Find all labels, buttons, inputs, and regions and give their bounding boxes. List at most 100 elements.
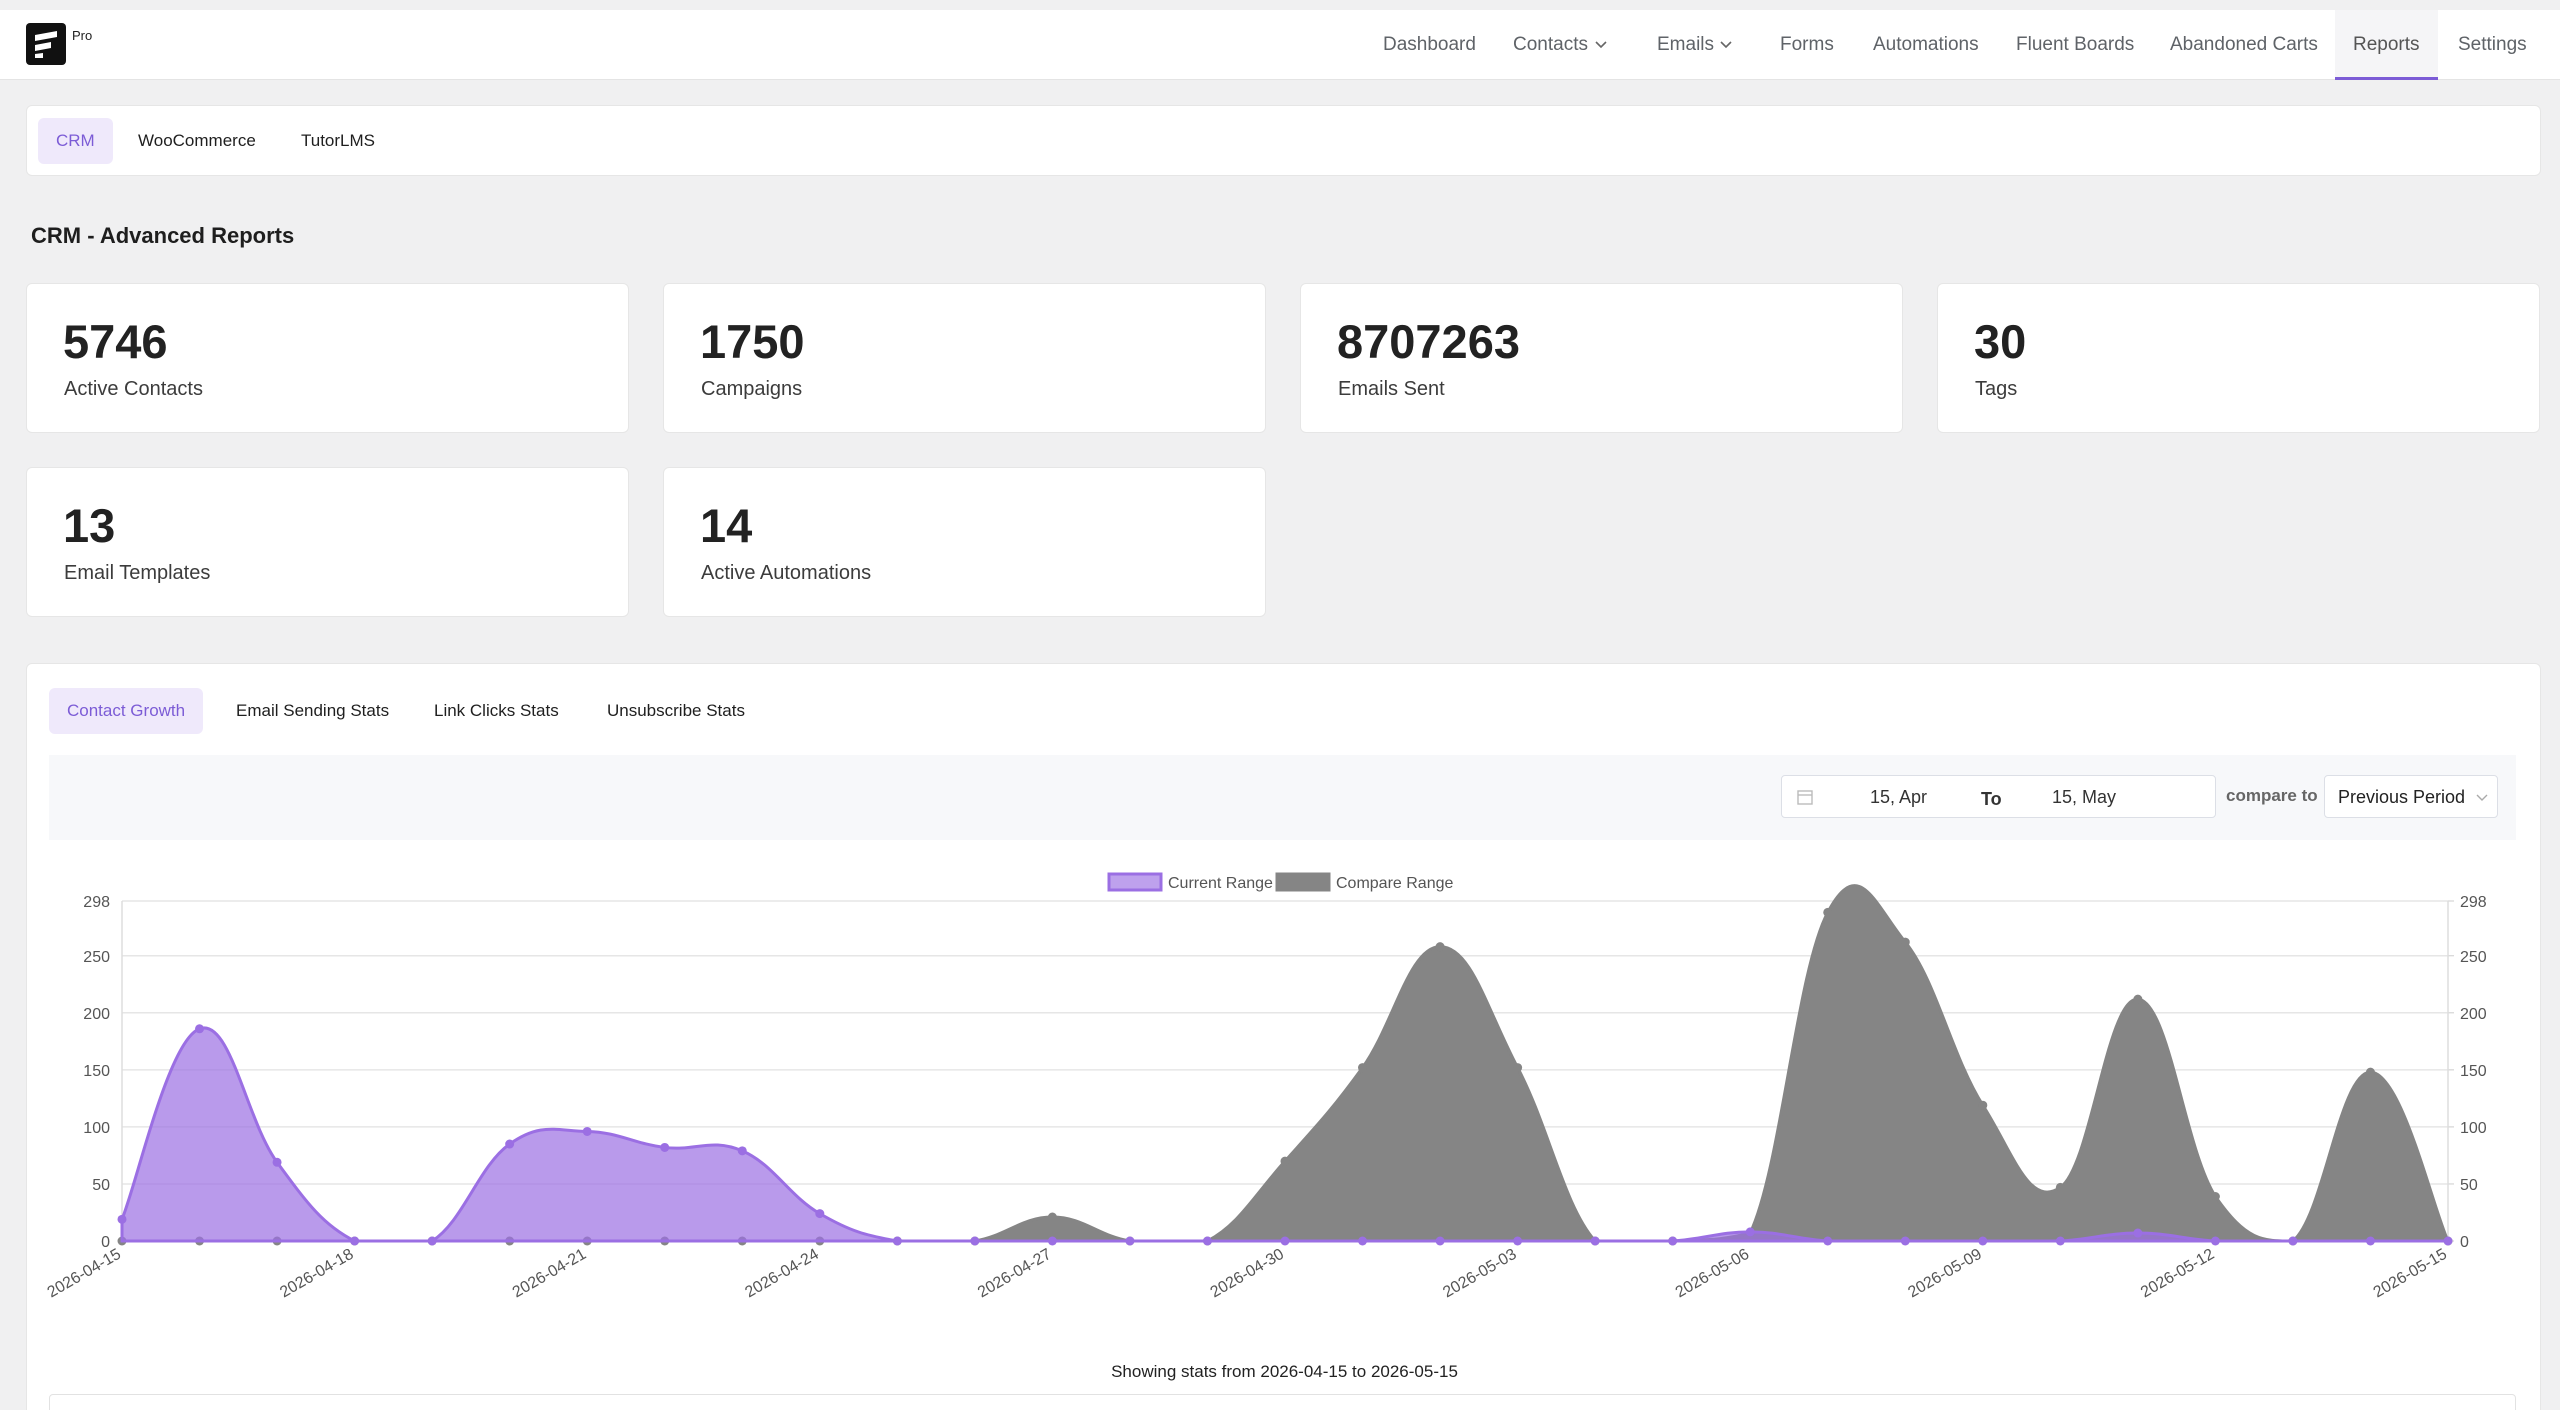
chevron xyxy=(1595,41,1607,49)
point xyxy=(1435,942,1445,952)
stat-value: 5746 xyxy=(63,315,168,368)
point xyxy=(1513,1236,1523,1246)
y2-tick-label: 250 xyxy=(2460,949,2487,966)
point xyxy=(1435,1236,1445,1246)
stat-label: Campaigns xyxy=(701,378,803,400)
point xyxy=(1280,1156,1290,1166)
table-box xyxy=(49,1394,2516,1410)
stat-label: Email Templates xyxy=(64,562,211,584)
x-tick-label: 2026-04-21 xyxy=(510,1246,589,1302)
y2-tick-label: 100 xyxy=(2460,1120,2487,1137)
tab[interactable]: CRM xyxy=(38,118,113,164)
point xyxy=(1358,1236,1368,1246)
nav-item[interactable]: Forms xyxy=(1780,34,1834,55)
nav-item[interactable]: Automations xyxy=(1873,34,1979,55)
nav-item[interactable]: Emails xyxy=(1657,34,1715,55)
x-tick-label: 2026-05-15 xyxy=(2371,1246,2450,1302)
point xyxy=(350,1236,360,1246)
chart-tab[interactable]: Email Sending Stats xyxy=(236,701,390,720)
point xyxy=(1280,1236,1290,1246)
stat-card: 8707263 Emails Sent xyxy=(1300,283,1903,433)
y2-tick-label: 200 xyxy=(2460,1006,2487,1023)
point xyxy=(2443,1236,2453,1246)
series xyxy=(117,884,2453,1246)
area xyxy=(121,884,2451,1243)
point xyxy=(2365,1236,2375,1246)
tab[interactable]: TutorLMS xyxy=(301,131,376,150)
y-tick-label: 50 xyxy=(92,1177,110,1194)
point xyxy=(505,1139,515,1149)
point xyxy=(737,1146,747,1156)
chart-tab[interactable]: Link Clicks Stats xyxy=(434,701,559,720)
legend-swatch xyxy=(1107,872,1163,892)
stat-label: Active Automations xyxy=(701,562,872,584)
filter-bar: 15, Apr To 15, May compare to Previous P… xyxy=(49,755,2516,840)
stat-card: 30 Tags xyxy=(1937,283,2540,433)
point xyxy=(660,1142,670,1152)
y-tick-label: 0 xyxy=(101,1234,110,1251)
chart-tab[interactable]: Contact Growth xyxy=(49,688,204,734)
point xyxy=(1668,1236,1678,1246)
heading: CRM - Advanced Reports xyxy=(31,223,295,248)
chevron xyxy=(1720,41,1732,49)
footer-text: Showing stats from 2026-04-15 to 2026-05… xyxy=(1111,1362,1458,1381)
top-nav: Pro Dashboard Contacts Emails Forms Auto… xyxy=(0,10,2560,80)
x-tick-label: 2026-04-18 xyxy=(277,1246,356,1302)
legend-label[interactable]: Compare Range xyxy=(1336,875,1454,892)
x-tick-label: 2026-05-12 xyxy=(2138,1246,2217,1302)
legend-label[interactable]: Current Range xyxy=(1168,875,1273,892)
x-tick-label: 2026-04-15 xyxy=(45,1246,124,1302)
y2-tick-label: 0 xyxy=(2460,1234,2469,1251)
y-tick-label: 150 xyxy=(83,1063,110,1080)
point xyxy=(1823,907,1833,917)
calendar-icon xyxy=(1797,790,1813,805)
chart-card: Contact Growth Email Sending Stats Link … xyxy=(26,663,2541,1410)
compare-label: compare to xyxy=(2226,786,2318,805)
stat-label: Tags xyxy=(1975,378,2018,400)
stat-card: 13 Email Templates xyxy=(26,467,629,617)
point xyxy=(970,1236,980,1246)
date-range[interactable]: 15, Apr To 15, May xyxy=(1781,775,2216,818)
point xyxy=(195,1024,205,1034)
nav-item[interactable]: Fluent Boards xyxy=(2016,34,2135,55)
logo[interactable] xyxy=(26,23,66,65)
nav-item[interactable]: Settings xyxy=(2458,34,2527,55)
x-tick-label: 2026-04-24 xyxy=(742,1246,821,1302)
nav-item[interactable]: Contacts xyxy=(1513,34,1588,55)
point xyxy=(1978,1100,1988,1110)
y2-tick-label: 50 xyxy=(2460,1177,2478,1194)
y-tick-label: 250 xyxy=(83,949,110,966)
point xyxy=(1513,1063,1523,1073)
nav-item[interactable]: Dashboard xyxy=(1383,34,1476,55)
stat-card: 5746 Active Contacts xyxy=(26,283,629,433)
point xyxy=(427,1236,437,1246)
nav-item[interactable]: Reports xyxy=(2335,10,2438,80)
stat-label: Emails Sent xyxy=(1338,378,1445,400)
y2-tick-label: 150 xyxy=(2460,1063,2487,1080)
point xyxy=(892,1236,902,1246)
point xyxy=(2365,1067,2375,1077)
x-tick-label: 2026-04-27 xyxy=(975,1246,1054,1302)
end-date[interactable]: 15, May xyxy=(2052,787,2117,807)
point xyxy=(815,1209,825,1219)
chevron xyxy=(2476,794,2488,801)
nav-item[interactable]: Abandoned Carts xyxy=(2170,34,2318,55)
point xyxy=(1745,1227,1755,1237)
point xyxy=(1978,1236,1988,1246)
point xyxy=(582,1126,592,1136)
compare-select[interactable]: Previous Period xyxy=(2324,775,2498,818)
start-date[interactable]: 15, Apr xyxy=(1870,787,1928,807)
tab[interactable]: WooCommerce xyxy=(138,131,256,150)
legend-swatch xyxy=(1275,872,1331,892)
stat-value: 13 xyxy=(63,499,116,552)
chart-tab[interactable]: Unsubscribe Stats xyxy=(607,701,745,720)
point xyxy=(2055,1182,2065,1192)
point xyxy=(1900,1236,1910,1246)
stat-value: 30 xyxy=(1974,315,2027,368)
point xyxy=(1823,1236,1833,1246)
point xyxy=(1047,1236,1057,1246)
point xyxy=(1202,1236,1212,1246)
point xyxy=(1047,1212,1057,1222)
range-separator: To xyxy=(1981,789,2002,809)
report-tabs: CRM WooCommerce TutorLMS xyxy=(26,105,2541,176)
